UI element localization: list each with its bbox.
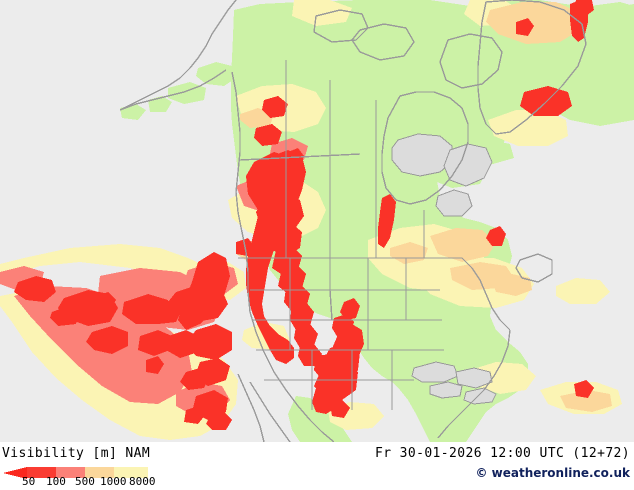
map-canvas[interactable] [0,0,634,442]
legend-tick-100: 100 [46,475,66,488]
map-title: Visibility [m] NAM [2,446,151,461]
legend-band-1000 [114,467,148,478]
borders-layer [119,0,587,442]
north-america-landmass [231,0,634,442]
legend-tick-50: 50 [22,475,36,488]
legend-tick-1000: 1000 [100,475,127,488]
mexico-landmass [288,396,352,442]
map-panel[interactable] [0,0,634,442]
copyright-notice[interactable]: © weatheronline.co.uk [475,466,630,480]
legend-band-100 [56,467,85,478]
great-lakes [391,133,497,405]
colour-scale-bar[interactable] [0,465,160,481]
legend-band-500 [85,467,114,478]
legend-tick-8000: 8000 [129,475,156,488]
legend-band-50 [27,467,56,478]
legend-arrow-low [3,467,27,479]
legend-tick-500: 500 [75,475,95,488]
visibility-field [0,0,622,440]
vis-band-50 [14,0,594,430]
colour-scale-legend[interactable]: 50 100 500 1000 8000 [0,465,160,489]
forecast-run-timestamp: Fr 30-01-2026 12:00 UTC (12+72) [374,446,630,461]
footer-bar: Visibility [m] NAM Fr 30-01-2026 12:00 U… [0,442,634,490]
